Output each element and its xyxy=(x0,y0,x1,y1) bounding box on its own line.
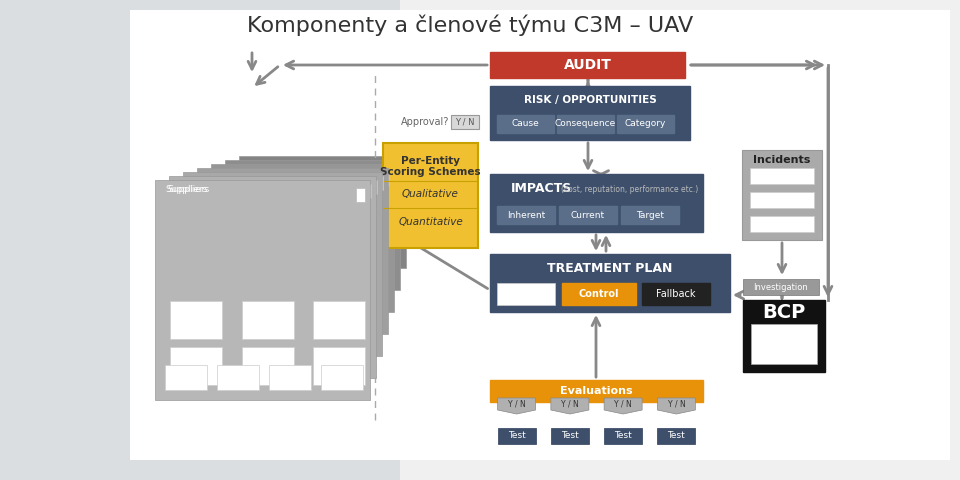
Text: RISK / OPPORTUNITIES: RISK / OPPORTUNITIES xyxy=(523,95,657,105)
Text: Suppliers: Suppliers xyxy=(167,185,209,194)
FancyBboxPatch shape xyxy=(321,365,363,390)
Text: Compliance/Governance: Compliance/Governance xyxy=(249,161,360,170)
FancyBboxPatch shape xyxy=(225,160,400,290)
FancyBboxPatch shape xyxy=(217,365,259,390)
FancyBboxPatch shape xyxy=(130,10,950,460)
FancyBboxPatch shape xyxy=(170,347,222,385)
Text: Approval?: Approval? xyxy=(400,117,449,127)
Text: Inherent: Inherent xyxy=(507,211,545,219)
FancyBboxPatch shape xyxy=(490,86,690,140)
FancyBboxPatch shape xyxy=(497,115,554,133)
FancyBboxPatch shape xyxy=(743,279,819,295)
FancyBboxPatch shape xyxy=(497,428,536,444)
Text: Investigation: Investigation xyxy=(754,283,808,291)
FancyBboxPatch shape xyxy=(197,168,388,334)
Text: Projects: Projects xyxy=(179,181,215,191)
FancyBboxPatch shape xyxy=(313,347,365,385)
Text: Qualitative: Qualitative xyxy=(402,189,459,199)
FancyBboxPatch shape xyxy=(497,283,555,305)
Text: Komponenty a členové týmu C3M – UAV: Komponenty a členové týmu C3M – UAV xyxy=(247,14,693,36)
FancyBboxPatch shape xyxy=(386,168,395,182)
FancyBboxPatch shape xyxy=(557,115,614,133)
FancyBboxPatch shape xyxy=(658,428,695,444)
FancyBboxPatch shape xyxy=(368,180,377,194)
FancyBboxPatch shape xyxy=(621,206,679,224)
Polygon shape xyxy=(604,398,642,414)
FancyBboxPatch shape xyxy=(490,254,730,312)
Text: Control: Control xyxy=(579,289,619,299)
Text: TREATMENT PLAN: TREATMENT PLAN xyxy=(547,262,673,275)
FancyBboxPatch shape xyxy=(155,180,370,400)
FancyBboxPatch shape xyxy=(165,365,207,390)
FancyBboxPatch shape xyxy=(751,324,817,364)
Text: Incidents: Incidents xyxy=(754,155,810,165)
FancyBboxPatch shape xyxy=(374,176,383,190)
FancyBboxPatch shape xyxy=(183,172,382,356)
Text: Y / N: Y / N xyxy=(455,118,475,127)
Text: (cost, reputation, performance etc.): (cost, reputation, performance etc.) xyxy=(562,184,699,193)
FancyBboxPatch shape xyxy=(562,283,636,305)
Text: Consequence: Consequence xyxy=(555,120,616,129)
Text: Quantitative: Quantitative xyxy=(398,217,463,227)
FancyBboxPatch shape xyxy=(380,172,389,186)
FancyBboxPatch shape xyxy=(383,143,478,248)
FancyBboxPatch shape xyxy=(551,428,588,444)
FancyBboxPatch shape xyxy=(242,301,294,339)
Text: Test: Test xyxy=(614,432,632,441)
Text: Y / N: Y / N xyxy=(667,399,685,408)
Text: Business Objectives: Business Objectives xyxy=(235,166,325,175)
FancyBboxPatch shape xyxy=(169,176,376,378)
Polygon shape xyxy=(497,398,536,414)
FancyBboxPatch shape xyxy=(604,428,642,444)
FancyBboxPatch shape xyxy=(211,164,394,312)
FancyBboxPatch shape xyxy=(356,188,365,202)
FancyBboxPatch shape xyxy=(497,206,555,224)
FancyBboxPatch shape xyxy=(490,380,703,402)
FancyBboxPatch shape xyxy=(750,216,814,232)
FancyBboxPatch shape xyxy=(743,300,825,372)
Polygon shape xyxy=(658,398,695,414)
Text: Test: Test xyxy=(561,432,579,441)
Text: Y / N: Y / N xyxy=(508,399,525,408)
Text: Y / N: Y / N xyxy=(614,399,632,408)
FancyBboxPatch shape xyxy=(750,168,814,184)
FancyBboxPatch shape xyxy=(313,301,365,339)
Text: Business Units / Locations: Business Units / Locations xyxy=(221,169,339,179)
FancyBboxPatch shape xyxy=(750,192,814,208)
Text: Current: Current xyxy=(571,211,605,219)
Text: Test: Test xyxy=(667,432,685,441)
Text: Test: Test xyxy=(508,432,525,441)
FancyBboxPatch shape xyxy=(242,347,294,385)
FancyBboxPatch shape xyxy=(490,52,685,78)
Text: Cause: Cause xyxy=(512,120,540,129)
Text: Processes: Processes xyxy=(207,173,252,182)
Text: Y / N: Y / N xyxy=(561,399,579,408)
FancyBboxPatch shape xyxy=(742,150,822,240)
Text: Category: Category xyxy=(625,120,666,129)
Text: Fallback: Fallback xyxy=(657,289,696,299)
Text: Target: Target xyxy=(636,211,664,219)
FancyBboxPatch shape xyxy=(392,164,401,178)
FancyBboxPatch shape xyxy=(559,206,617,224)
FancyBboxPatch shape xyxy=(170,301,222,339)
Text: Per-Entity: Per-Entity xyxy=(401,156,460,166)
Text: Suppliers: Suppliers xyxy=(165,185,207,194)
FancyBboxPatch shape xyxy=(239,156,406,268)
FancyBboxPatch shape xyxy=(451,115,479,129)
FancyBboxPatch shape xyxy=(0,0,400,480)
FancyBboxPatch shape xyxy=(490,174,703,232)
Text: Scoring Schemes: Scoring Schemes xyxy=(380,167,481,177)
FancyBboxPatch shape xyxy=(362,184,371,198)
Text: Functions: Functions xyxy=(193,178,236,187)
FancyBboxPatch shape xyxy=(617,115,674,133)
Polygon shape xyxy=(551,398,588,414)
Text: Evaluations: Evaluations xyxy=(561,386,633,396)
Text: AUDIT: AUDIT xyxy=(564,58,612,72)
Text: BCP: BCP xyxy=(762,302,805,322)
Text: IMPACTS: IMPACTS xyxy=(512,182,572,195)
FancyBboxPatch shape xyxy=(642,283,710,305)
FancyBboxPatch shape xyxy=(269,365,311,390)
